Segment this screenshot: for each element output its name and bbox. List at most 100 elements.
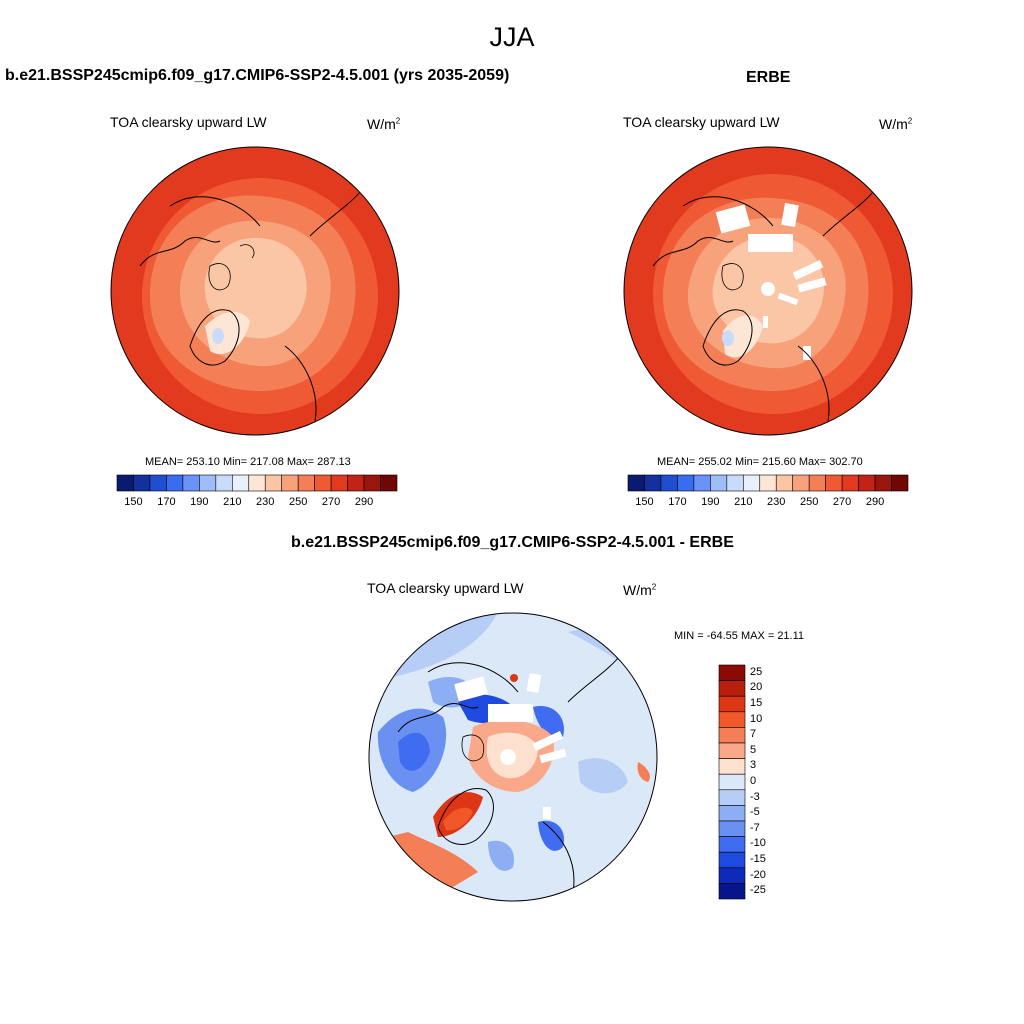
colorbar-swatch xyxy=(718,851,746,869)
obs-polar-map xyxy=(623,146,913,436)
colorbar-tick-label: 290 xyxy=(354,496,374,508)
obs-units-label: W/m2 xyxy=(879,116,913,132)
colorbar-tick-label: 270 xyxy=(321,496,341,508)
colorbar-swatch xyxy=(677,474,695,492)
colorbar-swatch xyxy=(297,474,315,492)
colorbar-tick-label: 3 xyxy=(750,759,757,772)
colorbar-swatch xyxy=(182,474,200,492)
colorbar-swatch xyxy=(718,742,746,759)
colorbar-swatch xyxy=(742,474,761,492)
diff-panel-title: b.e21.BSSP245cmip6.f09_g17.CMIP6-SSP2-4.… xyxy=(291,534,734,551)
colorbar-swatch xyxy=(248,474,266,492)
colorbar-swatch xyxy=(759,474,777,492)
colorbar-swatch xyxy=(808,474,826,492)
colorbar-swatch xyxy=(133,474,151,492)
colorbar-tick-label: 190 xyxy=(701,496,720,508)
colorbar-swatch xyxy=(718,727,746,744)
colorbar-swatch xyxy=(718,711,746,728)
colorbar-tick-label: 230 xyxy=(256,496,275,508)
colorbar-swatch xyxy=(347,474,365,492)
colorbar-swatch xyxy=(718,680,746,697)
diff-colorbar xyxy=(718,664,746,900)
model-units-label: W/m2 xyxy=(367,116,401,132)
colorbar-tick-label: 270 xyxy=(832,496,852,508)
colorbar-tick-label: 250 xyxy=(799,496,819,508)
colorbar-tick-label: 210 xyxy=(223,496,242,508)
colorbar-swatch xyxy=(718,664,746,681)
colorbar-swatch xyxy=(825,474,843,492)
season-title: JJA xyxy=(489,22,535,52)
model-stats: MEAN= 253.10 Min= 217.08 Max= 287.13 xyxy=(145,456,351,468)
colorbar-swatch xyxy=(380,474,398,492)
colorbar-swatch xyxy=(693,474,711,492)
colorbar-swatch xyxy=(627,474,645,492)
colorbar-tick-label: 210 xyxy=(734,496,753,508)
colorbar-swatch xyxy=(281,474,299,492)
colorbar-swatch xyxy=(718,805,746,822)
colorbar-swatch xyxy=(660,474,678,492)
model-panel-title: b.e21.BSSP245cmip6.f09_g17.CMIP6-SSP2-4.… xyxy=(5,67,510,84)
diff-polar-map xyxy=(368,612,658,902)
diff-colorbar-labels: 25 20 15 10 7 5 3 0 -3 -5 -7 -10 -15 -20 -25 xyxy=(750,665,790,899)
colorbar-tick-label: 230 xyxy=(767,496,786,508)
colorbar-swatch xyxy=(644,474,662,492)
colorbar-tick-label: 20 xyxy=(750,681,763,694)
obs-panel-title: ERBE xyxy=(746,69,791,86)
obs-colorbar xyxy=(627,474,909,492)
colorbar-tick-label: -7 xyxy=(750,821,760,834)
colorbar-tick-label: -10 xyxy=(750,837,766,850)
colorbar-tick-label: -20 xyxy=(750,868,766,881)
colorbar-tick-label: 250 xyxy=(288,496,308,508)
colorbar-swatch xyxy=(215,474,233,492)
colorbar-tick-label: 150 xyxy=(635,496,654,508)
colorbar-swatch xyxy=(718,883,746,900)
model-colorbar-labels: 150 170 190 210 230 250 270 290 xyxy=(117,496,397,510)
colorbar-swatch xyxy=(718,789,746,806)
colorbar-swatch xyxy=(116,474,134,492)
colorbar-swatch xyxy=(264,474,283,492)
colorbar-tick-label: 5 xyxy=(750,743,757,756)
colorbar-swatch xyxy=(891,474,909,492)
colorbar-swatch xyxy=(718,695,746,713)
colorbar-swatch xyxy=(718,836,746,853)
colorbar-swatch xyxy=(363,474,381,492)
colorbar-tick-label: 15 xyxy=(750,697,763,709)
obs-stats: MEAN= 255.02 Min= 215.60 Max= 302.70 xyxy=(657,456,863,468)
colorbar-swatch xyxy=(231,474,250,492)
colorbar-tick-label: 10 xyxy=(750,712,763,725)
colorbar-swatch xyxy=(792,474,810,492)
colorbar-swatch xyxy=(199,474,217,492)
model-polar-map xyxy=(110,146,400,436)
colorbar-swatch xyxy=(718,773,746,791)
diff-stats: MIN = -64.55 MAX = 21.11 xyxy=(674,630,805,642)
colorbar-tick-label: -3 xyxy=(750,790,760,803)
colorbar-swatch xyxy=(718,867,746,884)
colorbar-tick-label: -25 xyxy=(750,884,766,897)
colorbar-tick-label: 150 xyxy=(124,496,143,508)
diff-variable-label: TOA clearsky upward LW xyxy=(367,580,524,596)
colorbar-tick-label: 7 xyxy=(750,728,757,741)
colorbar-tick-label: -5 xyxy=(750,806,760,819)
colorbar-tick-label: 190 xyxy=(190,496,209,508)
colorbar-swatch xyxy=(718,820,746,837)
colorbar-swatch xyxy=(314,474,332,492)
colorbar-swatch xyxy=(718,758,746,775)
colorbar-swatch xyxy=(841,474,859,492)
colorbar-tick-label: 170 xyxy=(668,496,687,508)
colorbar-tick-label: 0 xyxy=(750,775,757,787)
obs-colorbar-labels: 150 170 190 210 230 250 270 290 xyxy=(628,496,908,510)
model-variable-label: TOA clearsky upward LW xyxy=(110,114,267,130)
colorbar-swatch xyxy=(149,474,167,492)
colorbar-swatch xyxy=(710,474,728,492)
colorbar-tick-label: 290 xyxy=(865,496,885,508)
colorbar-tick-label: -15 xyxy=(750,853,766,865)
obs-variable-label: TOA clearsky upward LW xyxy=(623,114,780,130)
diff-units-label: W/m2 xyxy=(623,582,657,598)
colorbar-swatch xyxy=(858,474,876,492)
colorbar-swatch xyxy=(726,474,744,492)
colorbar-swatch xyxy=(775,474,794,492)
model-colorbar xyxy=(116,474,398,492)
colorbar-tick-label: 170 xyxy=(157,496,176,508)
colorbar-swatch xyxy=(874,474,892,492)
colorbar-tick-label: 25 xyxy=(750,665,763,678)
